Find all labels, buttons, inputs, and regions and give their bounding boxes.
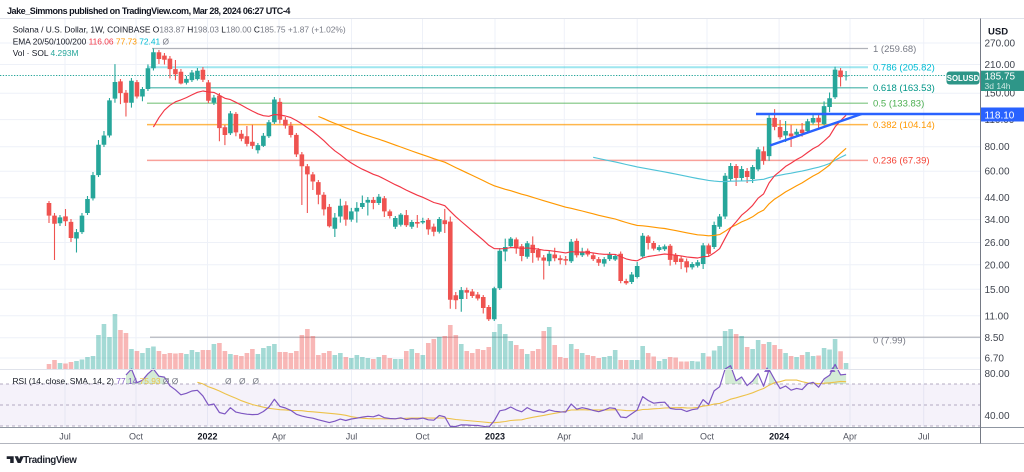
svg-text:20.00: 20.00 [985, 260, 1010, 271]
svg-text:Jul: Jul [918, 431, 930, 441]
svg-text:11.00: 11.00 [985, 311, 1010, 322]
svg-text:EMA 20/50/100/200 116.06 77.73: EMA 20/50/100/200 116.06 77.73 72.41 Ø [13, 36, 170, 46]
svg-text:150.00: 150.00 [985, 89, 1016, 100]
svg-text:8.50: 8.50 [985, 333, 1005, 344]
svg-text:1 (259.68): 1 (259.68) [873, 44, 916, 55]
svg-text:Oct: Oct [129, 431, 144, 441]
svg-text:0 (7.99): 0 (7.99) [873, 335, 906, 346]
svg-text:Jul: Jul [59, 431, 71, 441]
svg-text:3d 14h: 3d 14h [985, 81, 1011, 91]
svg-text:60.00: 60.00 [985, 167, 1010, 178]
svg-text:2023: 2023 [485, 431, 505, 441]
svg-text:Apr: Apr [843, 431, 857, 441]
svg-text:Apr: Apr [557, 431, 571, 441]
svg-text:Vol · SOL 4.293M: Vol · SOL 4.293M [13, 48, 79, 58]
svg-text:80.00: 80.00 [985, 369, 1010, 380]
svg-text:270.00: 270.00 [985, 39, 1016, 50]
svg-text:40.00: 40.00 [985, 411, 1010, 422]
svg-text:26.00: 26.00 [985, 238, 1010, 249]
svg-text:80.00: 80.00 [985, 142, 1010, 153]
svg-text:2024: 2024 [769, 431, 789, 441]
svg-text:Apr: Apr [272, 431, 286, 441]
svg-text:0.786 (205.82): 0.786 (205.82) [873, 63, 935, 74]
svg-text:0.5 (133.83): 0.5 (133.83) [873, 99, 924, 110]
svg-text:SOLUSD: SOLUSD [947, 74, 980, 83]
svg-text:Jul: Jul [346, 431, 358, 441]
svg-text:44.00: 44.00 [985, 193, 1010, 204]
svg-text:118.10: 118.10 [985, 110, 1015, 121]
svg-text:185.75: 185.75 [985, 72, 1016, 83]
svg-text:ØØØ: ØØØ [225, 376, 260, 386]
svg-text:Jake_Simmons published on Trad: Jake_Simmons published on TradingView.co… [7, 6, 290, 16]
svg-text:TradingView: TradingView [23, 455, 77, 466]
svg-text:Solana / U.S. Dollar, 1W, COIN: Solana / U.S. Dollar, 1W, COINBASE O183.… [13, 25, 346, 35]
svg-text:Oct: Oct [700, 431, 715, 441]
svg-text:210.00: 210.00 [985, 60, 1016, 71]
svg-text:0.382 (104.14): 0.382 (104.14) [873, 120, 935, 131]
svg-text:Jul: Jul [631, 431, 643, 441]
svg-text:2022: 2022 [197, 431, 217, 441]
svg-text:15.00: 15.00 [985, 285, 1010, 296]
svg-text:Oct: Oct [415, 431, 430, 441]
svg-text:RSI (14, close, SMA, 14, 2) 77: RSI (14, close, SMA, 14, 2) 77.14 75.93 … [13, 376, 179, 386]
svg-text:0.236 (67.39): 0.236 (67.39) [873, 156, 930, 167]
svg-text:0.618 (163.53): 0.618 (163.53) [873, 83, 935, 94]
svg-text:USD: USD [988, 27, 1008, 38]
svg-text:34.00: 34.00 [985, 215, 1010, 226]
svg-text:6.70: 6.70 [985, 354, 1005, 365]
